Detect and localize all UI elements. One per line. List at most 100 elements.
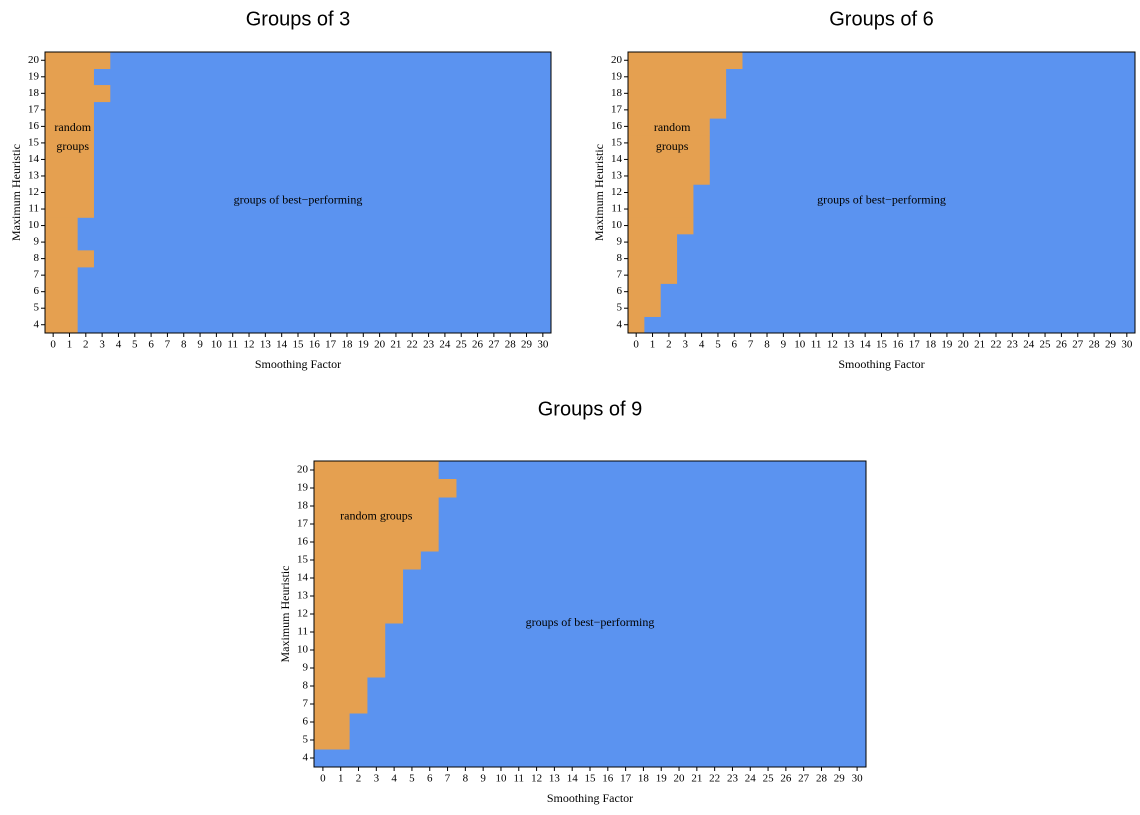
x-tick-label: 9 [781, 339, 787, 351]
left-region-cell [314, 713, 350, 732]
y-axis-label: Maximum Heuristic [9, 144, 23, 241]
left-region-cell [45, 217, 78, 235]
y-tick-label: 8 [617, 252, 623, 264]
left-region-cell [314, 479, 457, 498]
left-region-cell [628, 250, 678, 268]
y-tick-label: 5 [34, 302, 40, 314]
left-region-cell [628, 134, 710, 152]
y-tick-label: 10 [297, 644, 309, 656]
left-region-cell [628, 266, 678, 284]
x-tick-label: 30 [1121, 339, 1133, 351]
y-tick-label: 10 [611, 219, 623, 231]
left-region-cell [628, 316, 645, 334]
x-tick-label: 21 [691, 773, 702, 785]
y-tick-label: 20 [611, 54, 623, 66]
x-tick-label: 25 [1040, 339, 1052, 351]
y-tick-label: 8 [303, 680, 309, 692]
y-tick-label: 14 [611, 153, 623, 165]
x-tick-label: 2 [83, 339, 89, 351]
y-tick-label: 4 [617, 318, 623, 330]
x-axis-label: Smoothing Factor [255, 357, 341, 371]
left-region-cell [45, 250, 94, 268]
y-tick-label: 15 [28, 136, 40, 148]
left-region-cell [314, 551, 421, 570]
y-tick-label: 17 [297, 518, 309, 530]
left-region-cell [45, 68, 94, 86]
x-tick-label: 22 [407, 339, 418, 351]
y-tick-label: 18 [297, 500, 309, 512]
x-tick-label: 14 [276, 339, 288, 351]
x-tick-label: 9 [197, 339, 203, 351]
left-region-cell [628, 85, 727, 103]
x-tick-label: 7 [748, 339, 754, 351]
left-region-cell [45, 233, 78, 251]
x-tick-label: 23 [727, 773, 739, 785]
x-tick-label: 11 [513, 773, 524, 785]
left-region-cell [45, 184, 94, 202]
x-tick-label: 5 [715, 339, 721, 351]
x-tick-label: 17 [620, 773, 632, 785]
x-tick-label: 22 [709, 773, 720, 785]
left-region-cell [45, 151, 94, 169]
left-region-cell [314, 623, 386, 642]
left-region-cell [45, 266, 78, 284]
chart-title: Groups of 6 [829, 8, 934, 30]
x-tick-label: 22 [990, 339, 1001, 351]
left-region-cell [314, 569, 404, 588]
region-label: random [54, 120, 91, 134]
left-region-cell [628, 52, 743, 70]
y-tick-label: 16 [297, 536, 309, 548]
x-tick-label: 29 [1105, 339, 1117, 351]
left-region-cell [314, 641, 386, 660]
y-tick-label: 16 [28, 120, 40, 132]
x-tick-label: 27 [1072, 339, 1084, 351]
region-label: groups [656, 139, 689, 153]
y-tick-label: 20 [297, 464, 309, 476]
x-tick-label: 8 [181, 339, 187, 351]
left-region-cell [45, 101, 94, 119]
region-label: groups [56, 139, 89, 153]
y-tick-label: 12 [297, 608, 308, 620]
left-region-cell [628, 200, 694, 218]
left-region-cell [628, 184, 694, 202]
y-tick-label: 17 [28, 103, 40, 115]
y-tick-label: 14 [28, 153, 40, 165]
left-region-cell [314, 605, 404, 624]
x-tick-label: 16 [309, 339, 321, 351]
x-tick-label: 10 [211, 339, 223, 351]
left-region-cell [628, 151, 710, 169]
x-tick-label: 19 [358, 339, 370, 351]
x-tick-label: 20 [374, 339, 386, 351]
left-region-cell [314, 533, 439, 552]
chart-title: Groups of 9 [538, 398, 643, 420]
region-label: groups of best−performing [817, 193, 946, 207]
y-tick-label: 9 [617, 236, 623, 248]
x-tick-label: 28 [816, 773, 828, 785]
x-tick-label: 3 [374, 773, 380, 785]
x-tick-label: 26 [780, 773, 792, 785]
left-region-cell [628, 101, 727, 119]
left-region-cell [45, 118, 94, 136]
x-axis-label: Smoothing Factor [547, 791, 633, 805]
x-tick-label: 26 [1056, 339, 1068, 351]
x-tick-label: 30 [852, 773, 864, 785]
y-tick-label: 18 [28, 87, 40, 99]
y-tick-label: 9 [34, 236, 40, 248]
left-region-cell [314, 659, 386, 678]
x-tick-label: 6 [427, 773, 433, 785]
x-tick-label: 23 [423, 339, 435, 351]
x-tick-label: 13 [843, 339, 855, 351]
y-tick-label: 13 [28, 170, 40, 182]
x-tick-label: 21 [974, 339, 985, 351]
y-tick-label: 11 [297, 626, 308, 638]
y-tick-label: 13 [297, 590, 309, 602]
left-region-cell [45, 299, 78, 317]
region-label: groups of best−performing [526, 615, 655, 629]
left-region-cell [628, 118, 710, 136]
y-tick-label: 15 [297, 554, 309, 566]
x-tick-label: 11 [227, 339, 238, 351]
left-region-cell [314, 587, 404, 606]
left-region-cell [314, 731, 350, 750]
x-tick-label: 9 [480, 773, 486, 785]
